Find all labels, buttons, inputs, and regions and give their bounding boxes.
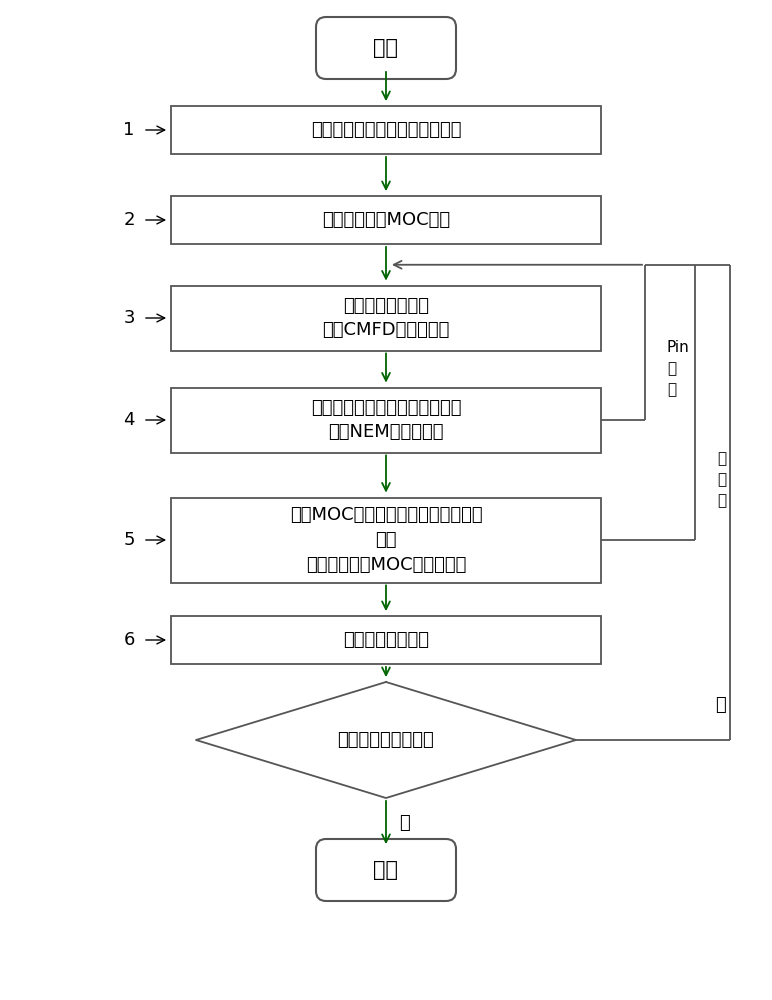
Text: 描述几何，分区，材料，初始化: 描述几何，分区，材料，初始化 <box>311 121 461 139</box>
FancyBboxPatch shape <box>316 17 456 79</box>
Bar <box>171 106 601 154</box>
Text: 结束: 结束 <box>374 860 398 880</box>
Bar <box>171 196 601 244</box>
Bar <box>171 387 601 452</box>
Text: 4: 4 <box>124 411 135 429</box>
Text: 更新结块展开系数及径向泄漏项
一维NEM固定源计算: 更新结块展开系数及径向泄漏项 一维NEM固定源计算 <box>311 398 461 442</box>
Text: 开始: 开始 <box>374 38 398 58</box>
Text: 更新三维粗网参数
三维CMFD特征值计算: 更新三维粗网参数 三维CMFD特征值计算 <box>323 296 449 340</box>
Text: 矩阵MOC细区通量修正及轴向泄漏项
更新
径向二维矩阵MOC固定源计算: 矩阵MOC细区通量修正及轴向泄漏项 更新 径向二维矩阵MOC固定源计算 <box>290 506 482 574</box>
Bar <box>171 497 601 582</box>
Text: 否: 否 <box>715 696 726 714</box>
Text: 通量特征值是否收敛: 通量特征值是否收敛 <box>337 731 435 749</box>
Polygon shape <box>196 682 576 798</box>
Text: 3: 3 <box>124 309 135 327</box>
Text: 是: 是 <box>398 814 409 832</box>
Text: 2: 2 <box>124 211 135 229</box>
Text: 5: 5 <box>124 531 135 549</box>
FancyBboxPatch shape <box>316 839 456 901</box>
Text: 6: 6 <box>124 631 134 649</box>
Bar <box>171 616 601 664</box>
Text: 层
循
环: 层 循 环 <box>717 452 726 508</box>
Text: 生成各层二维MOC矩阵: 生成各层二维MOC矩阵 <box>322 211 450 229</box>
Bar <box>171 286 601 351</box>
Text: Pin
循
环: Pin 循 环 <box>667 340 689 397</box>
Text: 1: 1 <box>124 121 134 139</box>
Text: 更新三维粗网参数: 更新三维粗网参数 <box>343 631 429 649</box>
